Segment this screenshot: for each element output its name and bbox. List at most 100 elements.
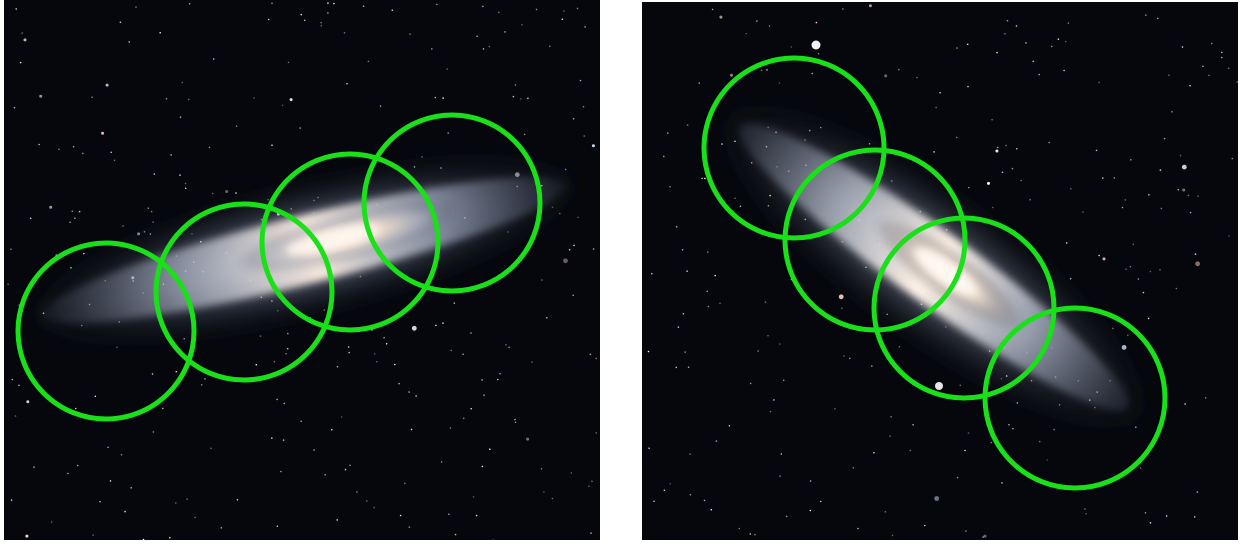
star-icon <box>820 500 822 503</box>
star-icon <box>686 270 688 273</box>
star-icon <box>447 132 450 134</box>
star-icon <box>1016 148 1018 150</box>
star-icon <box>540 468 543 470</box>
star-icon <box>780 453 783 455</box>
star-icon <box>543 491 545 493</box>
star-icon <box>385 343 388 345</box>
star-icon <box>128 41 130 43</box>
star-icon <box>651 272 653 275</box>
star-icon <box>26 400 30 404</box>
star-icon <box>236 499 239 501</box>
star-icon <box>49 205 53 209</box>
star-icon <box>442 97 444 99</box>
star-icon <box>1098 81 1100 84</box>
star-icon <box>470 332 472 334</box>
star-icon <box>677 326 680 328</box>
star-icon <box>313 449 315 451</box>
star-icon <box>647 350 650 353</box>
star-icon <box>343 32 346 34</box>
star-icon <box>18 384 20 387</box>
star-icon <box>1121 206 1124 209</box>
star-icon <box>526 437 530 441</box>
star-icon <box>165 97 168 100</box>
star-icon <box>1159 169 1162 171</box>
star-icon <box>1160 207 1163 210</box>
star-icon <box>1221 51 1223 54</box>
star-icon <box>1189 211 1192 214</box>
star-icon <box>1129 265 1132 268</box>
star-icon <box>785 515 788 518</box>
star-icon <box>964 449 966 452</box>
star-icon <box>849 357 851 360</box>
star-icon <box>868 4 872 8</box>
star-icon <box>1227 67 1230 70</box>
star-icon <box>454 533 457 536</box>
star-icon <box>1048 141 1050 144</box>
star-icon <box>285 352 287 355</box>
star-icon <box>453 302 456 304</box>
star-icon <box>10 499 13 501</box>
star-icon <box>591 480 593 483</box>
star-icon <box>399 514 402 517</box>
star-icon <box>21 32 24 34</box>
star-icon <box>1015 25 1018 27</box>
star-icon <box>967 432 970 434</box>
star-icon <box>366 500 368 502</box>
star-icon <box>431 48 433 50</box>
star-icon <box>570 472 573 474</box>
star-icon <box>410 428 413 431</box>
star-icon <box>561 18 564 21</box>
star-icon <box>135 6 137 8</box>
star-icon <box>71 210 74 213</box>
star-icon <box>1177 188 1180 191</box>
star-icon <box>186 498 188 500</box>
star-icon <box>707 305 710 308</box>
star-icon <box>476 35 478 37</box>
left-galaxy-svg <box>4 0 600 540</box>
star-icon <box>1196 491 1199 493</box>
star-icon <box>320 21 322 24</box>
star-icon <box>773 399 775 401</box>
star-icon <box>909 449 912 452</box>
star-icon <box>1236 81 1238 83</box>
star-icon <box>498 11 500 14</box>
star-icon <box>271 144 273 146</box>
star-icon <box>756 20 758 22</box>
star-icon <box>299 127 302 129</box>
star-icon <box>996 51 998 54</box>
star-icon <box>1001 482 1003 484</box>
star-icon <box>967 186 970 189</box>
star-icon <box>991 118 993 121</box>
star-icon <box>58 148 60 151</box>
star-icon <box>749 382 752 385</box>
star-icon <box>120 453 123 456</box>
star-icon <box>105 83 109 87</box>
star-icon <box>841 307 843 310</box>
star-icon <box>535 8 538 11</box>
star-icon <box>170 154 172 156</box>
star-icon <box>50 521 53 523</box>
star-icon <box>151 373 154 375</box>
star-icon <box>450 349 453 352</box>
star-icon <box>592 248 595 250</box>
star-icon <box>838 294 844 300</box>
star-icon <box>1159 269 1161 271</box>
star-icon <box>188 3 191 5</box>
star-icon <box>142 538 145 540</box>
star-icon <box>19 61 22 64</box>
star-icon <box>287 332 289 335</box>
star-icon <box>1148 194 1150 196</box>
star-icon <box>884 511 887 513</box>
star-icon <box>404 482 406 485</box>
star-icon <box>184 187 187 190</box>
star-icon <box>13 106 16 109</box>
star-icon <box>336 519 339 521</box>
star-icon <box>300 13 303 16</box>
star-icon <box>682 313 685 315</box>
circle-marker-1 <box>15 240 197 422</box>
star-icon <box>939 92 941 94</box>
star-icon <box>675 366 678 369</box>
star-icon <box>39 94 43 98</box>
star-icon <box>1171 111 1173 113</box>
star-icon <box>107 446 109 449</box>
